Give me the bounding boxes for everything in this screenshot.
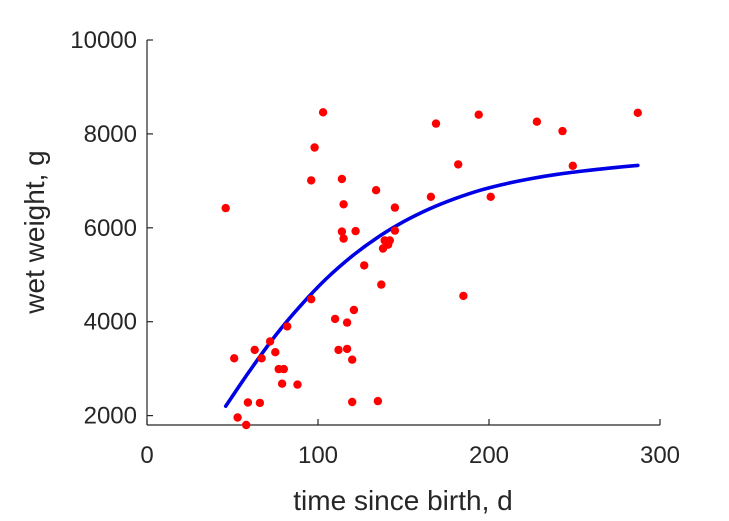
data-point (279, 364, 288, 374)
data-point (310, 143, 319, 152)
data-point (342, 318, 352, 327)
data-point (339, 200, 348, 209)
data-point (318, 108, 328, 117)
x-tick-label: 100 (298, 442, 338, 469)
data-point (283, 322, 292, 331)
data-point (257, 354, 266, 363)
data-point (568, 161, 577, 170)
data-point (532, 117, 542, 126)
x-axis-label: time since birth, d (293, 485, 512, 516)
data-point (371, 186, 381, 195)
data-point (349, 305, 359, 315)
data-point (348, 397, 357, 407)
data-point (337, 227, 347, 236)
data-point (271, 348, 280, 357)
data-point (243, 398, 253, 407)
data-point (633, 108, 642, 118)
x-axis-ticks: 0 100 200 300 (140, 419, 680, 469)
data-point (431, 119, 441, 128)
data-point (373, 396, 383, 406)
data-point (307, 295, 316, 304)
data-point (474, 110, 483, 119)
data-point (348, 355, 357, 364)
plot-area: 2000 4000 6000 8000 10000 0 100 200 300 (70, 27, 680, 469)
y-tick-label: 6000 (84, 215, 137, 242)
fit-curve-line (223, 163, 640, 408)
y-tick-label: 2000 (84, 403, 137, 430)
data-point (337, 174, 347, 184)
data-point (330, 314, 340, 324)
y-tick-label: 8000 (84, 121, 137, 148)
x-tick-label: 0 (140, 442, 153, 469)
data-point (459, 291, 468, 301)
data-point (221, 203, 230, 213)
scatter-points (221, 108, 642, 430)
data-point (486, 192, 495, 201)
x-tick-label: 200 (469, 442, 509, 469)
y-axis-label: wet weight, g (19, 150, 50, 314)
data-point (558, 126, 567, 136)
y-axis-ticks: 2000 4000 6000 8000 10000 (70, 27, 153, 430)
y-tick-label: 10000 (70, 27, 137, 54)
data-point (277, 379, 287, 388)
y-tick-label: 4000 (84, 309, 137, 336)
data-point (342, 344, 352, 354)
data-point (233, 413, 242, 422)
data-point (426, 192, 436, 201)
data-point (351, 226, 360, 236)
data-point (360, 261, 369, 270)
data-point (454, 160, 463, 169)
data-point (242, 420, 251, 430)
data-point (250, 345, 259, 355)
data-point (390, 203, 400, 212)
data-point (385, 236, 394, 245)
data-point (230, 354, 239, 363)
x-tick-label: 300 (640, 442, 680, 469)
data-point (265, 337, 275, 346)
data-point (339, 234, 348, 243)
data-point (255, 398, 265, 408)
data-point (390, 226, 400, 235)
data-point (334, 345, 343, 355)
data-point (307, 176, 316, 185)
data-point (293, 380, 302, 389)
data-point (377, 280, 386, 289)
